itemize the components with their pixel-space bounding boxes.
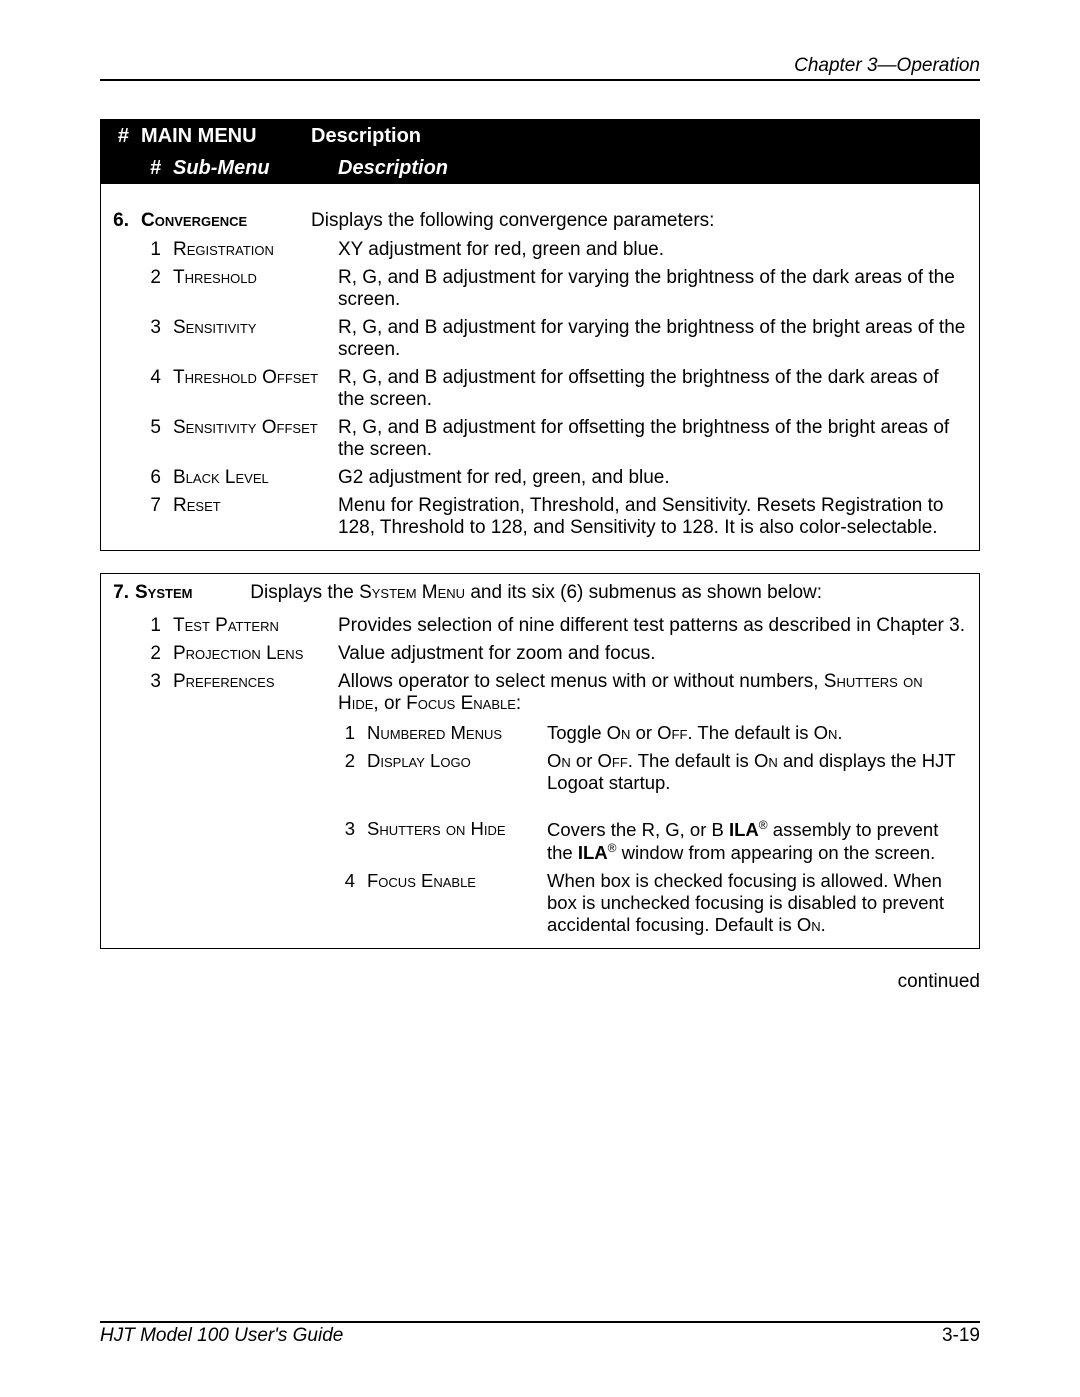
subitem-desc: G2 adjustment for red, green, and blue. [332,464,973,492]
menu-table-6: # MAIN MENU Description # Sub-Menu Descr… [100,119,980,551]
subitem-desc: XY adjustment for red, green and blue. [332,236,973,264]
page-footer: HJT Model 100 User's Guide 3-19 [100,1321,980,1347]
subsub-row: 4Focus EnableWhen box is checked focusin… [333,867,972,939]
subitem-row: 7ResetMenu for Registration, Threshold, … [135,492,973,542]
subitem-label: Black Level [167,464,332,492]
col-num-header: # [101,120,135,153]
subitem-desc: R, G, and B adjustment for offsetting th… [332,364,973,414]
subitem-desc: R, G, and B adjustment for offsetting th… [332,414,973,464]
subitem-desc: R, G, and B adjustment for varying the b… [332,314,973,364]
subsub-desc: Covers the R, G, or B ILA® assembly to p… [541,800,972,867]
subsub-label: Display Logo [361,747,541,800]
subitems: 1RegistrationXY adjustment for red, gree… [101,236,979,550]
section-num: 6. [101,202,135,236]
subsub-row: 2Display LogoOn or Off. The default is O… [333,747,972,800]
subsub-num: 1 [333,719,361,747]
subitem-num: 7 [135,492,167,542]
col-desc-header: Description [305,120,979,153]
subitem-num: 5 [135,414,167,464]
section-name: System [135,582,245,604]
footer-page: 3-19 [942,1325,980,1347]
section-desc: Displays the System Menu and its six (6)… [250,582,822,603]
subsub-desc: Toggle On or Off. The default is On. [541,719,972,747]
subitem-desc: Value adjustment for zoom and focus. [332,640,973,668]
subitems: 1Test PatternProvides selection of nine … [101,608,979,948]
subitem-label: Preferences [167,668,332,718]
subitem-desc: Allows operator to select menus with or … [332,668,973,718]
subitem-desc: Menu for Registration, Threshold, and Se… [332,492,973,542]
main-header-row: # MAIN MENU Description [101,120,979,153]
section-row: 6. Convergence Displays the following co… [101,202,979,236]
menu-table-7: 7. System Displays the System Menu and i… [100,573,980,949]
subcol-desc-header: Description [332,153,979,184]
subitem-label: Sensitivity [167,314,332,364]
subitem-label: Test Pattern [167,612,332,640]
subitem-num: 1 [135,612,167,640]
footer-guide: HJT Model 100 User's Guide [100,1325,343,1346]
section-num: 7. [101,574,135,608]
subsub-label: Focus Enable [361,867,541,939]
subsub-desc: On or Off. The default is On and display… [541,747,972,800]
subcol-menu-header: Sub-Menu [167,153,332,184]
subitem-row: 6Black LevelG2 adjustment for red, green… [135,464,973,492]
subitem-row: 5Sensitivity OffsetR, G, and B adjustmen… [135,414,973,464]
subitem-num: 6 [135,464,167,492]
page: Chapter 3—Operation # MAIN MENU Descript… [0,0,1080,1397]
subsub-label: Shutters on Hide [361,800,541,867]
subsub-num: 2 [333,747,361,800]
section-name: Convergence [135,202,305,236]
chapter-header: Chapter 3—Operation [100,55,980,81]
subitem-label: Reset [167,492,332,542]
subitem-row: 1Test PatternProvides selection of nine … [135,612,973,640]
subitem-num: 3 [135,314,167,364]
subsub-desc: When box is checked focusing is allowed.… [541,867,972,939]
subsub-num: 4 [333,867,361,939]
subsub-label: Numbered Menus [361,719,541,747]
subitem-row: 2Projection LensValue adjustment for zoo… [135,640,973,668]
subcol-num-header: # [135,153,167,184]
col-mainmenu-header: MAIN MENU [135,120,305,153]
subitem-label: Sensitivity Offset [167,414,332,464]
subitem-label: Threshold Offset [167,364,332,414]
subsub-num: 3 [333,800,361,867]
continued-label: continued [100,971,980,993]
subitem-label: Registration [167,236,332,264]
subsub-container: 1Numbered MenusToggle On or Off. The def… [135,718,973,940]
section-desc: Displays the following convergence param… [305,202,979,236]
subitem-num: 3 [135,668,167,718]
section-row: 7. System Displays the System Menu and i… [101,574,979,608]
subitem-num: 1 [135,236,167,264]
subitem-row: 4Threshold OffsetR, G, and B adjustment … [135,364,973,414]
subsub-row: 3Shutters on HideCovers the R, G, or B I… [333,800,972,867]
subitem-row: 3PreferencesAllows operator to select me… [135,668,973,718]
subitem-label: Threshold [167,264,332,314]
subitem-row: 2ThresholdR, G, and B adjustment for var… [135,264,973,314]
sub-header-row: # Sub-Menu Description [101,153,979,184]
subitem-row: 1RegistrationXY adjustment for red, gree… [135,236,973,264]
subitem-desc: R, G, and B adjustment for varying the b… [332,264,973,314]
subitem-num: 2 [135,640,167,668]
subitem-num: 2 [135,264,167,314]
subitem-num: 4 [135,364,167,414]
subsub-row: 1Numbered MenusToggle On or Off. The def… [333,719,972,747]
subitem-row: 3SensitivityR, G, and B adjustment for v… [135,314,973,364]
subitem-label: Projection Lens [167,640,332,668]
subitem-desc: Provides selection of nine different tes… [332,612,973,640]
